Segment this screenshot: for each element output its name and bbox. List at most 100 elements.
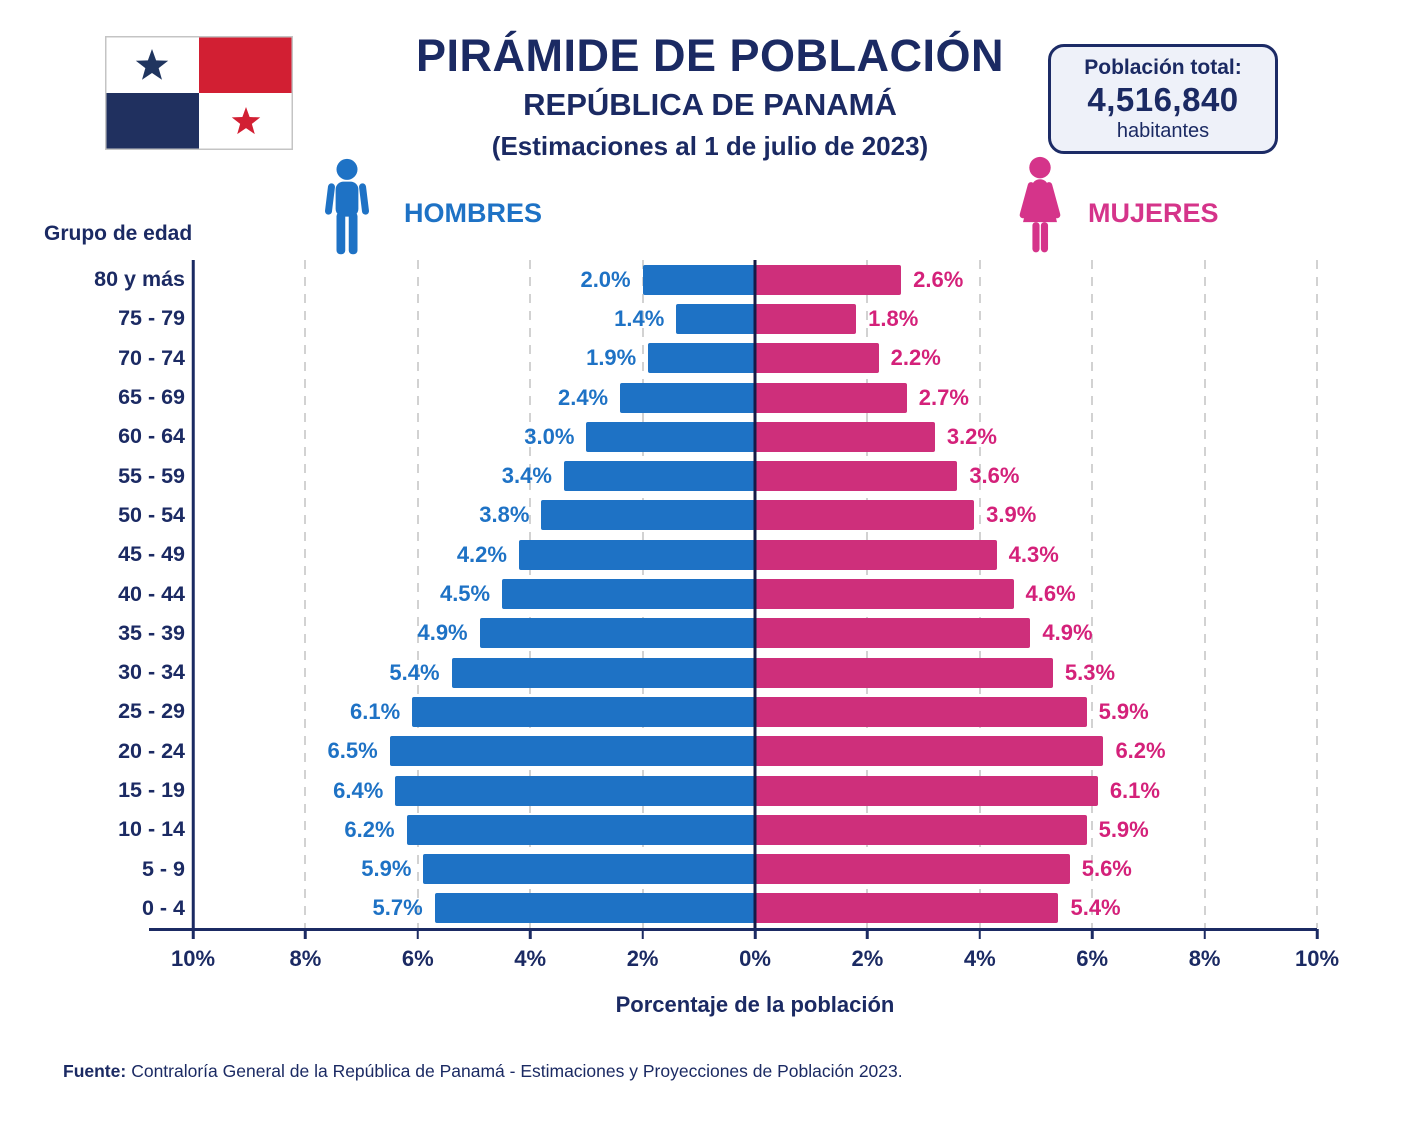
male-bar xyxy=(541,500,755,531)
male-bar xyxy=(563,461,755,492)
female-bar xyxy=(755,893,1059,924)
male-bar xyxy=(586,421,755,452)
legend-male-label: HOMBRES xyxy=(404,198,543,228)
female-bar xyxy=(755,736,1104,767)
age-group-label: 40 - 44 xyxy=(118,581,185,606)
gridline xyxy=(1091,260,1094,928)
pyramid-row: 5.7% 5.4% xyxy=(193,889,1317,928)
age-group-label: 70 - 74 xyxy=(118,345,185,370)
axis-tick-label: 4% xyxy=(514,946,547,971)
pyramid-row: 4.5% 4.6% xyxy=(193,574,1317,613)
female-value-label: 3.6% xyxy=(969,463,1020,489)
male-value-label: 5.7% xyxy=(372,895,423,921)
male-bar xyxy=(479,618,755,649)
male-icon xyxy=(324,158,370,255)
male-bar xyxy=(620,382,755,413)
male-value-label: 3.4% xyxy=(501,463,552,489)
population-total-box: Población total: 4,516,840 habitantes xyxy=(1048,44,1278,154)
axis-tick-label: 4% xyxy=(963,946,996,971)
axis-tick-label: 10% xyxy=(170,946,216,971)
age-group-label: 30 - 34 xyxy=(118,660,185,685)
age-group-label: 15 - 19 xyxy=(118,778,185,802)
male-bar xyxy=(648,343,755,374)
estimation-note: (Estimaciones al 1 de julio de 2023) xyxy=(491,131,929,161)
age-group-label: 10 - 14 xyxy=(118,817,185,842)
female-value-label: 3.2% xyxy=(946,423,997,449)
pyramid-row: 4.9% 4.9% xyxy=(193,614,1317,653)
male-value-label: 2.4% xyxy=(557,384,609,410)
male-value-label: 6.1% xyxy=(350,698,401,724)
source-label: Fuente: xyxy=(63,1061,127,1081)
legend-female-label: MUJERES xyxy=(1088,198,1219,228)
axis-tick-label: 10% xyxy=(1294,946,1340,971)
gridline xyxy=(416,260,419,928)
male-value-label: 6.4% xyxy=(333,777,384,803)
population-total-value: 4,516,840 xyxy=(1087,80,1239,118)
age-group-label: 45 - 49 xyxy=(118,542,185,567)
axis-tick xyxy=(978,929,982,939)
female-bar xyxy=(755,854,1070,885)
female-bar xyxy=(755,696,1087,727)
female-value-label: 4.6% xyxy=(1025,581,1076,607)
y-axis-line xyxy=(191,260,195,928)
female-value-label: 6.1% xyxy=(1109,777,1160,803)
male-value-label: 1.4% xyxy=(614,305,665,331)
axis-tick-label: 6% xyxy=(1076,946,1109,971)
male-bar xyxy=(423,854,755,885)
pyramid-row: 3.0% 3.2% xyxy=(193,417,1317,456)
female-bar xyxy=(755,579,1014,610)
female-value-label: 5.3% xyxy=(1064,659,1116,685)
male-bar xyxy=(451,657,755,688)
x-axis-title: Porcentaje de la población xyxy=(615,992,895,1017)
zero-axis-line xyxy=(753,260,757,928)
axis-tick xyxy=(866,929,869,939)
female-bar xyxy=(755,657,1053,688)
male-bar xyxy=(676,303,755,334)
male-bar xyxy=(502,579,755,610)
male-value-label: 2.0% xyxy=(580,266,631,292)
female-bar xyxy=(755,461,958,492)
male-bar xyxy=(642,264,755,295)
gridline xyxy=(1203,260,1206,928)
male-value-label: 4.2% xyxy=(456,541,507,567)
male-value-label: 4.5% xyxy=(439,581,491,607)
pyramid-row: 2.4% 2.7% xyxy=(193,378,1317,417)
female-value-label: 4.9% xyxy=(1042,620,1093,646)
plot-area: 2.0% 2.6% 1.4% 1.8% 1.9% 2.2% 2.4% 2.7% 3.0% 3.2%… xyxy=(191,260,1318,928)
axis-tick xyxy=(416,929,420,939)
pyramid-row: 1.9% 2.2% xyxy=(193,339,1317,378)
x-axis-tick-labels: 10% 8% 6% 4% 2% 0% 2% 4% 6% 8% 10% xyxy=(171,946,1339,974)
pyramid-row: 6.4% 6.1% xyxy=(193,771,1317,810)
female-bar xyxy=(755,814,1087,845)
male-bar xyxy=(389,736,755,767)
female-bar xyxy=(755,539,997,570)
axis-tick xyxy=(528,929,532,939)
pyramid-row: 3.8% 3.9% xyxy=(193,496,1317,535)
female-value-label: 6.2% xyxy=(1115,738,1166,764)
axis-tick xyxy=(1315,929,1319,939)
gridline xyxy=(304,260,307,928)
female-bar xyxy=(755,618,1031,649)
pyramid-rows: 2.0% 2.6% 1.4% 1.8% 1.9% 2.2% 2.4% 2.7% 3.0% 3.2%… xyxy=(193,260,1317,928)
male-value-label: 6.2% xyxy=(344,816,395,842)
age-group-label: 65 - 69 xyxy=(118,385,185,410)
female-value-label: 5.9% xyxy=(1098,698,1149,724)
age-group-label: 0 - 4 xyxy=(141,895,185,920)
page-subtitle: REPÚBLICA DE PANAMÁ xyxy=(523,87,897,122)
female-bar xyxy=(755,264,902,295)
male-value-label: 6.5% xyxy=(327,738,378,764)
axis-tick-label: 0% xyxy=(739,946,771,971)
female-value-label: 2.6% xyxy=(913,266,964,292)
female-value-label: 3.9% xyxy=(986,502,1037,528)
male-bar xyxy=(412,696,755,727)
pyramid-row: 6.2% 5.9% xyxy=(193,810,1317,849)
age-group-label: 80 y más xyxy=(94,267,185,292)
female-value-label: 2.2% xyxy=(890,345,941,371)
female-bar xyxy=(755,343,879,374)
age-group-label: 60 - 64 xyxy=(118,424,185,449)
axis-tick xyxy=(1203,929,1206,939)
age-group-label: 35 - 39 xyxy=(118,620,185,645)
axis-tick-label: 6% xyxy=(401,946,434,971)
panama-flag-icon xyxy=(105,36,293,150)
male-bar xyxy=(406,814,755,845)
